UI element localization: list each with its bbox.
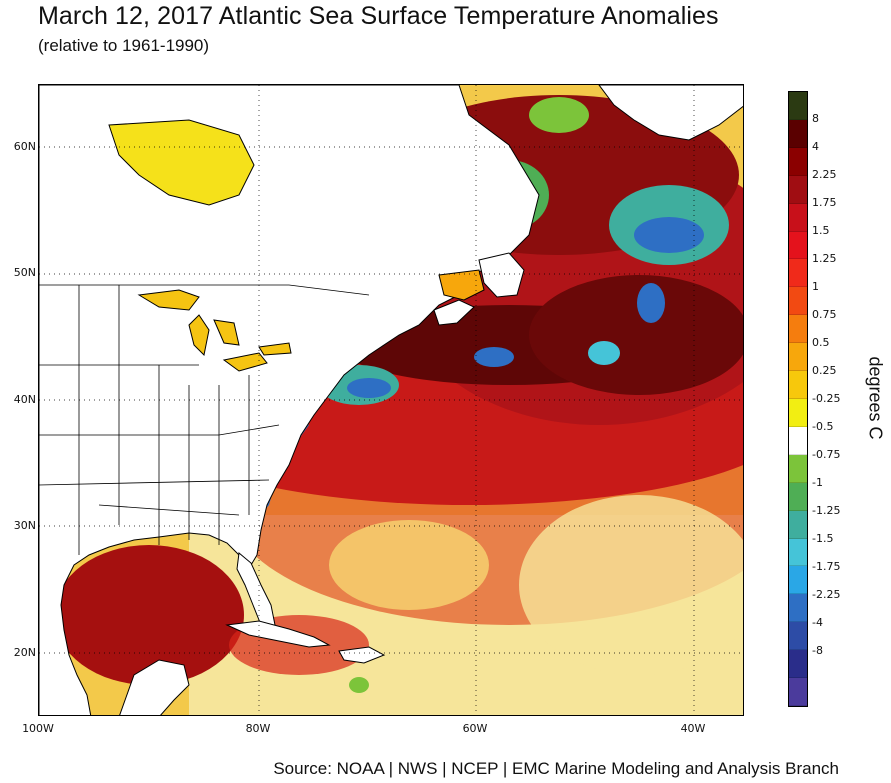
cold-anomaly-eddy-2 [474,347,514,367]
colorbar-tick-label: 1.75 [812,196,837,209]
land-cuba [225,620,331,648]
source-credit: Source: NOAA | NWS | NCEP | EMC Marine M… [273,759,839,778]
anomaly-map [38,84,744,716]
colorbar-swatch [789,482,807,511]
colorbar-tick-label: -2.25 [812,588,841,601]
colorbar-swatch [789,594,807,623]
colorbar-swatch [789,426,807,455]
colorbar-tick-label: -1.75 [812,560,841,573]
colorbar-swatch [789,510,807,539]
lon-label-40w: 40W [680,722,706,735]
colorbar-tick-label: -8 [812,644,823,657]
colorbar-tick-label: -0.5 [812,420,834,433]
colorbar-swatch [789,231,807,260]
colorbar-tick-label: -1.25 [812,504,841,517]
colorbar-swatch [789,119,807,148]
lon-label-100w: 100W [22,722,54,735]
gulf-of-mexico-warm [54,545,244,685]
colorbar-swatch [789,287,807,316]
lat-label-60n: 60N [13,140,36,153]
colorbar-swatch [789,566,807,595]
ocean-pale-east [519,495,743,675]
cold-anomaly-eddy [637,283,665,323]
land-nova-scotia [433,299,475,326]
units-label: degrees C [865,356,886,440]
colorbar-swatch [789,203,807,232]
lat-label-20n: 20N [13,646,36,659]
colorbar-tick-label: -0.75 [812,448,841,461]
ocean-pale-central [329,520,489,610]
lat-label-30n: 30N [13,519,36,532]
colorbar-tick-label: -0.25 [812,392,841,405]
colorbar-tick-label: 1.5 [812,224,830,237]
colorbar-tick-label: 8 [812,112,819,125]
colorbar-swatch [789,538,807,567]
colorbar-swatch [789,622,807,651]
graticule [39,85,743,715]
colorbar-swatch [789,398,807,427]
map-subtitle: (relative to 1961-1990) [38,36,210,55]
cold-anomaly-eddy-3 [588,341,620,365]
land-newfoundland [478,252,525,298]
colorbar-tick-label: 1 [812,280,819,293]
colorbar-swatch [789,650,807,679]
land-hispaniola [338,646,386,664]
colorbar-tick-label: -1 [812,476,823,489]
cold-anomaly-north-core [634,217,704,253]
ocean-subpolar-hot [529,275,743,395]
colorbar-swatch [789,147,807,176]
colorbar-tick-label: 0.75 [812,308,837,321]
colorbar-swatch [789,678,807,706]
land-yucatan [119,659,190,715]
hudson-bay-water [108,119,255,206]
colorbar-tick-label: 4 [812,140,819,153]
colorbar-tick-label: 0.25 [812,364,837,377]
lon-label-60w: 60W [462,722,488,735]
colorbar-swatch [789,259,807,288]
colorbar-swatch [789,454,807,483]
colorbar-swatch [789,343,807,372]
st-lawrence-water [438,269,485,301]
cold-anomaly-greenland [529,97,589,133]
colorbar-swatch [789,92,807,120]
colorbar-tick-label: 1.25 [812,252,837,265]
cool-anomaly-caribbean [349,677,369,693]
colorbar-tick-label: -1.5 [812,532,834,545]
colorbar-tick-label: 2.25 [812,168,837,181]
lat-label-40n: 40N [13,393,36,406]
lat-label-50n: 50N [13,266,36,279]
great-lakes [137,289,292,372]
colorbar-swatch [789,175,807,204]
colorbar-swatch [789,371,807,399]
cold-anomaly-shelf-core [347,378,391,398]
anomaly-map-graphic [39,85,743,715]
lon-label-80w: 80W [245,722,271,735]
land-greenland [598,85,743,141]
colorbar-swatch [789,315,807,344]
colorbar-tick-label: 0.5 [812,336,830,349]
colorbar-tick-label: -4 [812,616,823,629]
map-title: March 12, 2017 Atlantic Sea Surface Temp… [38,2,719,30]
colorbar [788,91,808,707]
political-borders [39,284,370,555]
